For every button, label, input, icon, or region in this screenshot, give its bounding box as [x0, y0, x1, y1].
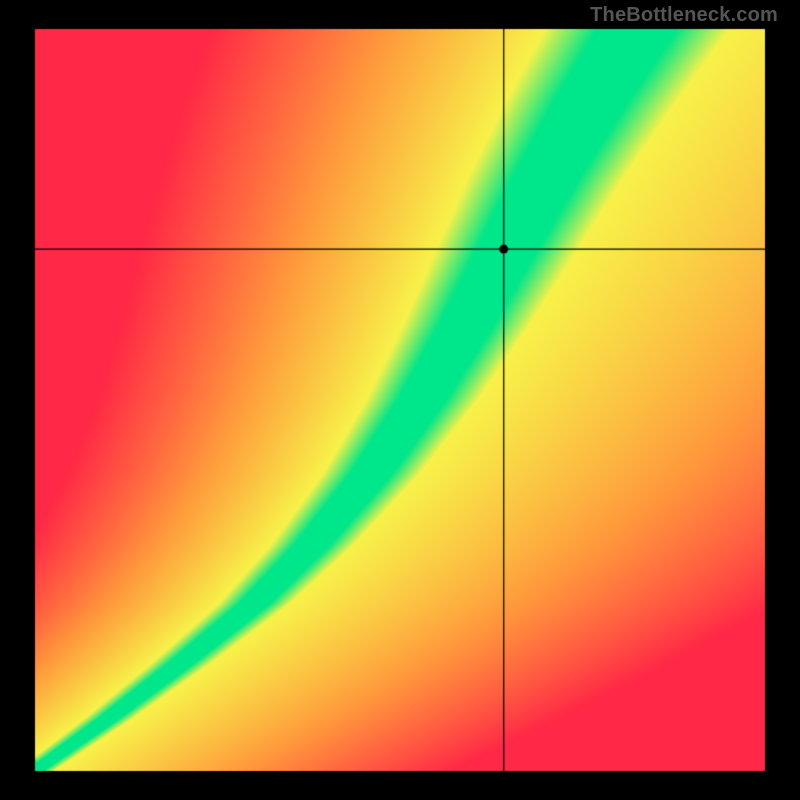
attribution-text: TheBottleneck.com: [590, 4, 778, 27]
bottleneck-heatmap: [0, 0, 800, 800]
